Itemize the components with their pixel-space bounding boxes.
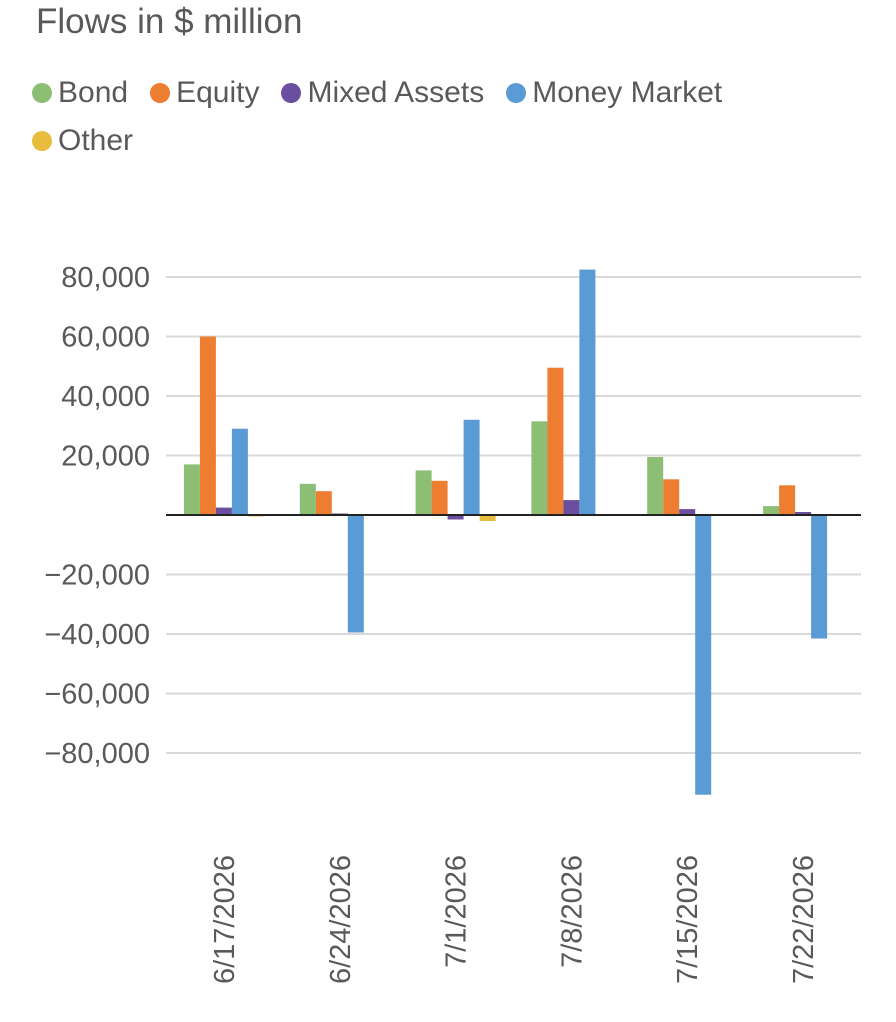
- legend-item-other: Other: [32, 124, 133, 158]
- bar-bond-3: [531, 421, 548, 515]
- x-tick-label: 7/8/2026: [556, 855, 588, 968]
- bar-equity-2: [431, 480, 448, 515]
- bar-money-market-2: [463, 419, 480, 515]
- y-tick-label: −60,000: [44, 679, 150, 711]
- legend-swatch: [32, 131, 52, 151]
- y-tick-label: 20,000: [61, 441, 150, 473]
- legend-item-mixed-assets: Mixed Assets: [281, 76, 484, 110]
- y-tick-label: −40,000: [44, 619, 150, 651]
- y-tick-label: 60,000: [61, 322, 150, 354]
- x-tick-label: 6/17/2026: [209, 855, 241, 984]
- bar-other-2: [479, 515, 496, 521]
- legend-label: Bond: [58, 76, 129, 109]
- bar-bond-2: [415, 470, 432, 515]
- bar-equity-5: [779, 485, 796, 516]
- bar-mixed-assets-4: [679, 509, 696, 516]
- chart-legend: Bond Equity Mixed Assets Money Market Other: [32, 76, 822, 158]
- bar-mixed-assets-3: [563, 500, 580, 515]
- x-tick-label: 6/24/2026: [325, 855, 357, 984]
- bar-money-market-5: [811, 515, 828, 639]
- legend-label: Money Market: [532, 76, 723, 109]
- bar-bond-5: [763, 506, 780, 515]
- chart-title: Flows in $ million: [36, 2, 303, 41]
- legend-item-equity: Equity: [150, 76, 259, 110]
- y-tick-label: −20,000: [44, 560, 150, 592]
- bar-money-market-4: [695, 515, 712, 795]
- legend-label: Other: [58, 124, 134, 157]
- legend-item-money-market: Money Market: [506, 76, 722, 110]
- x-tick-label: 7/22/2026: [788, 855, 820, 984]
- bar-equity-3: [547, 367, 564, 515]
- legend-swatch: [32, 83, 52, 103]
- bar-mixed-assets-5: [795, 512, 812, 515]
- legend-swatch: [281, 83, 302, 103]
- bar-money-market-0: [231, 428, 248, 515]
- y-tick-label: 40,000: [61, 381, 150, 413]
- bar-money-market-1: [347, 515, 364, 633]
- bar-mixed-assets-0: [215, 507, 232, 515]
- bar-bond-4: [647, 457, 664, 515]
- bar-mixed-assets-2: [447, 515, 464, 520]
- bar-bond-1: [299, 483, 316, 515]
- bar-equity-0: [199, 336, 216, 515]
- bar-equity-4: [663, 479, 680, 515]
- legend-label: Mixed Assets: [307, 76, 485, 109]
- legend-swatch: [506, 83, 527, 103]
- legend-item-bond: Bond: [32, 76, 128, 110]
- y-tick-label: −80,000: [44, 738, 150, 770]
- bar-money-market-3: [579, 269, 596, 515]
- legend-label: Equity: [176, 76, 260, 109]
- x-tick-label: 7/15/2026: [672, 855, 704, 984]
- x-tick-label: 7/1/2026: [441, 855, 473, 968]
- legend-swatch: [150, 83, 171, 103]
- y-tick-label: 80,000: [61, 262, 150, 294]
- bar-equity-1: [315, 491, 332, 515]
- bar-bond-0: [183, 464, 200, 515]
